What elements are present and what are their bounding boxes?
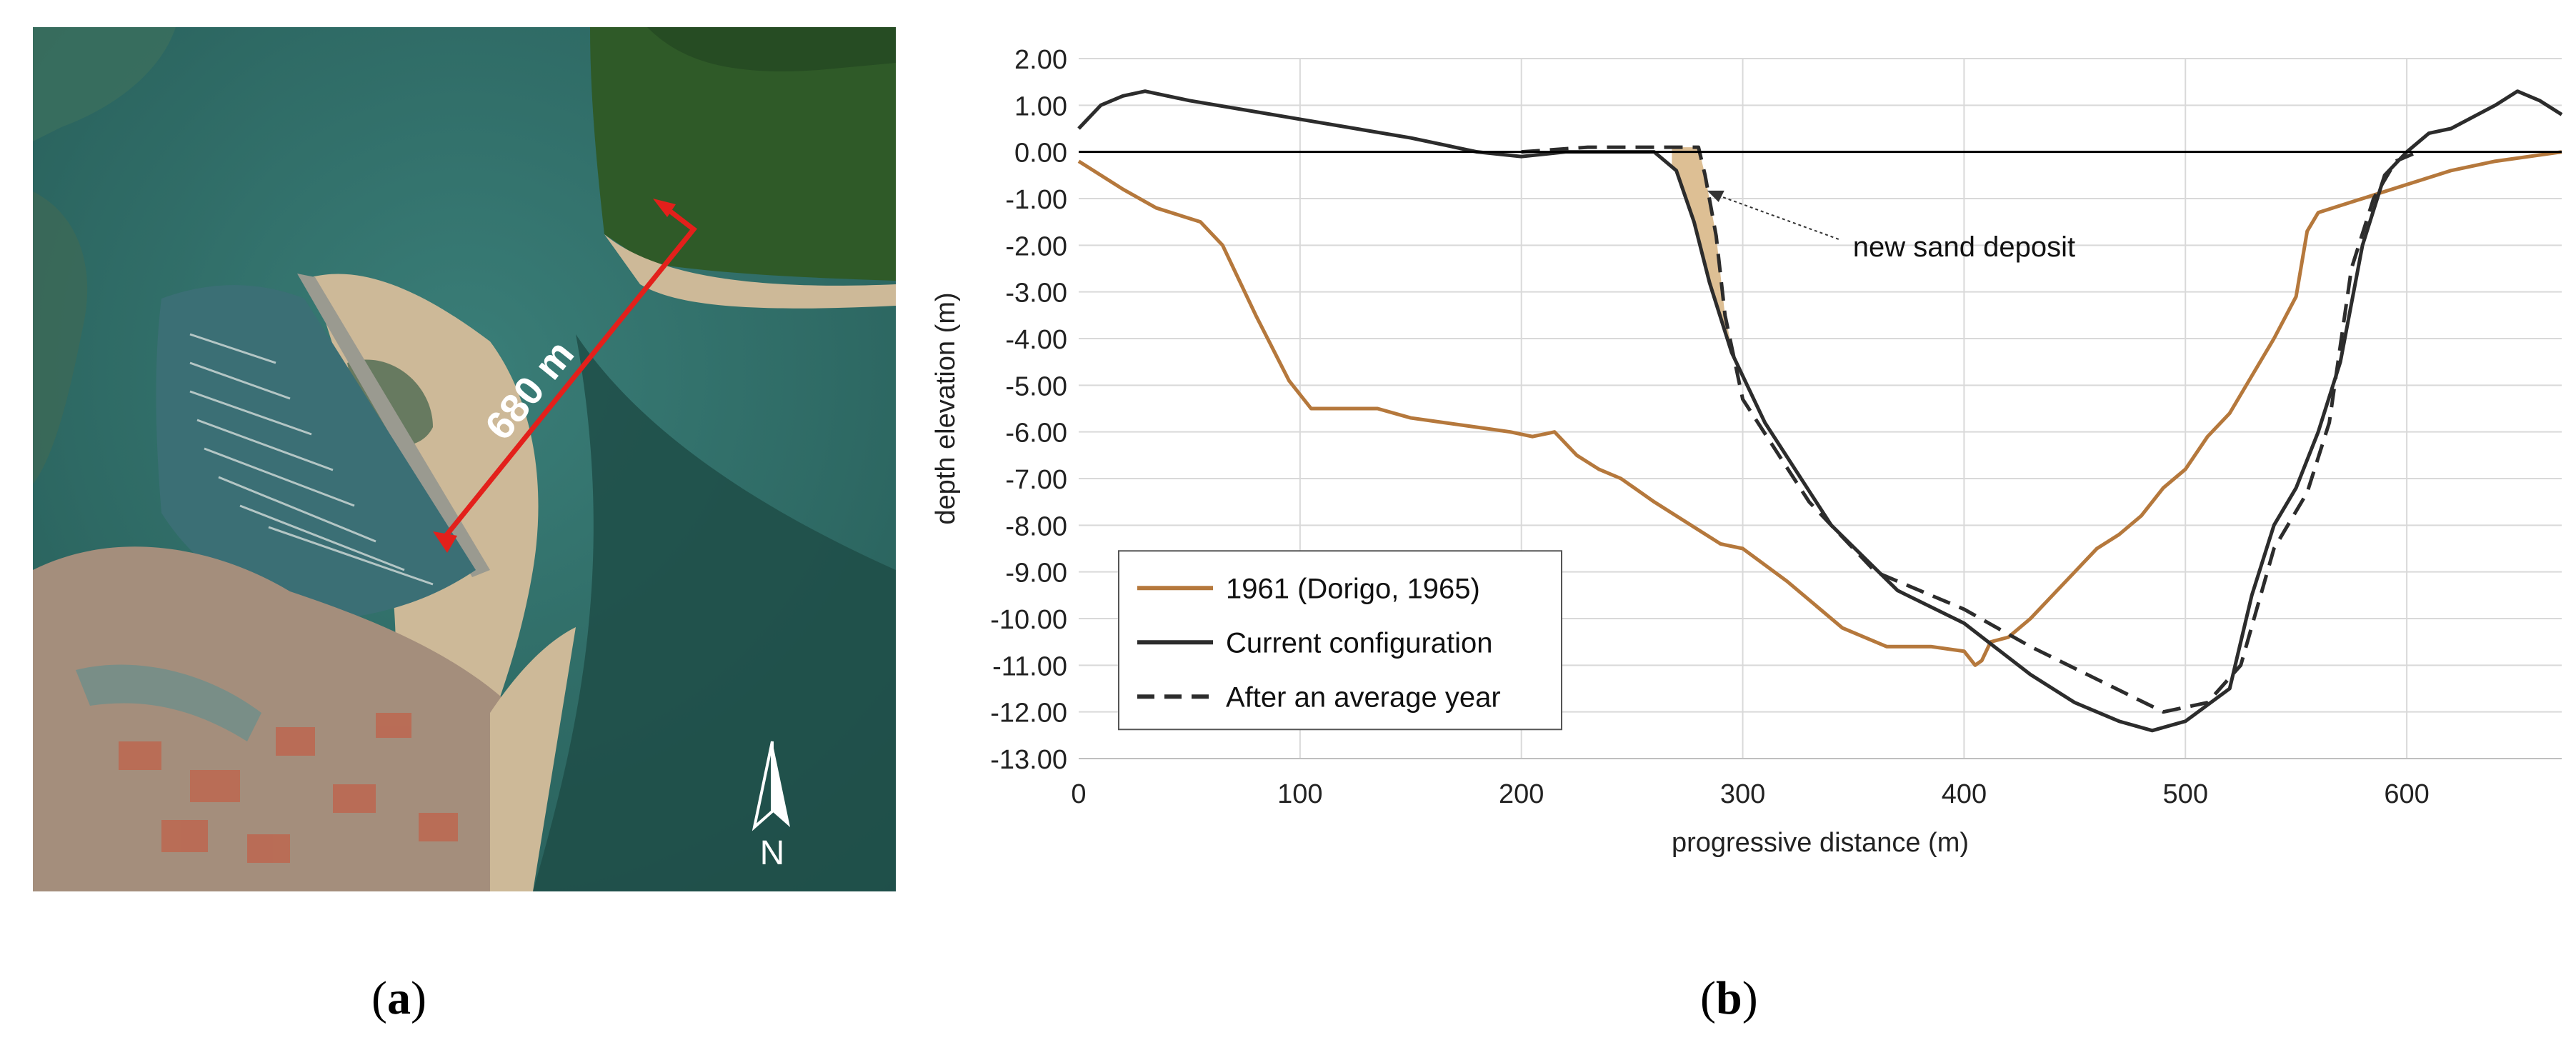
annotation-arrow-line bbox=[1712, 192, 1839, 240]
legend-label-2: Current configuration bbox=[1226, 627, 1493, 659]
caption-b-letter: b bbox=[1715, 972, 1742, 1024]
y-tick-label: -7.00 bbox=[1005, 465, 1067, 495]
y-tick-label: -13.00 bbox=[990, 745, 1067, 775]
town-beach bbox=[490, 627, 576, 891]
y-tick-label: -10.00 bbox=[990, 605, 1067, 635]
x-tick-label: 200 bbox=[1499, 779, 1544, 809]
y-tick-label: -5.00 bbox=[1005, 371, 1067, 401]
y-tick-label: 2.00 bbox=[1014, 45, 1067, 75]
x-tick-label: 300 bbox=[1720, 779, 1765, 809]
series-layer bbox=[1077, 89, 2563, 733]
y-tick-label: -11.00 bbox=[992, 651, 1067, 681]
chart-grid bbox=[1079, 58, 2562, 759]
breakwater bbox=[297, 274, 490, 577]
satellite-map: 680 m N bbox=[33, 27, 896, 891]
town-canal bbox=[76, 664, 261, 741]
y-tick-label: -6.00 bbox=[1005, 419, 1067, 449]
y-tick-label: -9.00 bbox=[1005, 559, 1067, 589]
caption-b: (b) bbox=[1700, 972, 1758, 1024]
annotation-text: new sand deposit bbox=[1853, 231, 2075, 263]
series-line-3 bbox=[1521, 145, 2419, 714]
y-tick-label: -2.00 bbox=[1005, 231, 1067, 261]
distance-line bbox=[441, 204, 697, 541]
series-line-1 bbox=[1077, 150, 2562, 667]
cross-section-chart: 2.00 1.00 0.00 -1.00 -2.00 -3.00 -4.00 -5.00 -6.… bbox=[922, 21, 2576, 900]
x-tick-label: 100 bbox=[1277, 779, 1322, 809]
marina-basin bbox=[156, 285, 476, 620]
town-area bbox=[33, 546, 519, 891]
marina-pontoons bbox=[189, 333, 434, 586]
annotation-layer: new sand deposit bbox=[1707, 190, 2075, 263]
open-sea-area bbox=[533, 334, 896, 891]
annotation-arrowhead bbox=[1707, 190, 1724, 202]
lagoon-flat bbox=[33, 191, 88, 484]
north-shore-green bbox=[590, 27, 896, 281]
x-axis-title: progressive distance (m) bbox=[1672, 828, 1969, 858]
satellite-map-image: 680 m N bbox=[33, 27, 896, 891]
y-tick-label: 0.00 bbox=[1014, 139, 1067, 169]
north-shore-beach bbox=[604, 234, 896, 309]
distance-arrowhead-sw bbox=[433, 531, 457, 553]
caption-a: (a) bbox=[371, 972, 426, 1024]
y-tick-label: -4.00 bbox=[1005, 325, 1067, 355]
north-arrow-icon bbox=[752, 741, 790, 831]
y-tick-label: -12.00 bbox=[990, 699, 1067, 729]
legend-label-1: 1961 (Dorigo, 1965) bbox=[1226, 573, 1480, 604]
y-tick-label: -3.00 bbox=[1005, 279, 1067, 309]
chart-svg: 2.00 1.00 0.00 -1.00 -2.00 -3.00 -4.00 -5.00 -6.… bbox=[931, 45, 2563, 858]
north-label: N bbox=[760, 834, 785, 872]
lagoon-shore bbox=[33, 27, 176, 141]
y-tick-label: -8.00 bbox=[1005, 511, 1067, 541]
caption-a-letter: a bbox=[386, 972, 411, 1024]
x-tick-label: 400 bbox=[1942, 779, 1987, 809]
chart-legend: 1961 (Dorigo, 1965) Current configuration… bbox=[1118, 550, 1562, 731]
x-tick-label: 600 bbox=[2384, 779, 2429, 809]
x-tick-label: 500 bbox=[2163, 779, 2208, 809]
x-tick-label: 0 bbox=[1071, 779, 1086, 809]
y-axis-title: depth elevation (m) bbox=[931, 292, 961, 524]
legend-label-3: After an average year bbox=[1226, 681, 1501, 713]
y-tick-label: -1.00 bbox=[1005, 185, 1067, 215]
y-tick-label: 1.00 bbox=[1014, 91, 1067, 121]
north-shore-forest bbox=[647, 27, 896, 71]
town-roofs bbox=[119, 713, 458, 863]
distance-arrowhead-n bbox=[653, 199, 676, 217]
chart-axes: 2.00 1.00 0.00 -1.00 -2.00 -3.00 -4.00 -5.00 -6.… bbox=[931, 45, 2562, 858]
